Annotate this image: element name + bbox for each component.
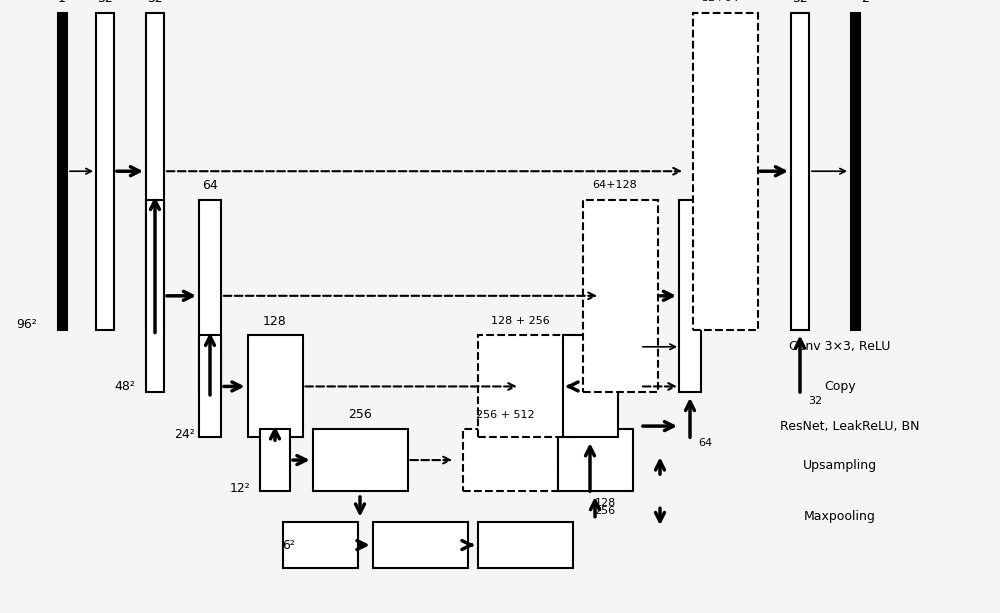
Text: 48²: 48²	[114, 380, 135, 393]
Bar	[679, 200, 701, 392]
Bar	[692, 13, 758, 330]
Text: 32: 32	[147, 0, 163, 5]
Bar	[260, 429, 290, 491]
Bar	[478, 522, 572, 568]
Bar	[96, 13, 114, 330]
Bar	[562, 335, 618, 438]
Bar	[58, 13, 66, 330]
Text: 32: 32	[808, 395, 822, 406]
Text: 128: 128	[594, 498, 616, 508]
Text: ResNet, LeakReLU, BN: ResNet, LeakReLU, BN	[780, 419, 920, 433]
Text: 64: 64	[698, 438, 712, 448]
Text: 24²: 24²	[174, 428, 195, 441]
Text: 128 + 256: 128 + 256	[491, 316, 549, 326]
Text: 32+64: 32+64	[701, 0, 739, 4]
Text: 256 + 512: 256 + 512	[476, 409, 534, 420]
Bar	[791, 13, 809, 330]
Bar	[850, 13, 860, 330]
Text: 12²: 12²	[229, 482, 250, 495]
Bar	[199, 200, 221, 392]
Text: 32: 32	[792, 0, 808, 5]
Text: 256: 256	[594, 506, 616, 516]
Text: 96²: 96²	[16, 318, 37, 330]
Bar	[312, 429, 408, 491]
Bar	[582, 200, 658, 392]
Text: Conv 3×3, ReLU: Conv 3×3, ReLU	[789, 340, 891, 353]
Bar	[248, 335, 303, 438]
Bar	[146, 200, 164, 392]
Bar	[462, 429, 558, 491]
Text: 32: 32	[97, 0, 113, 5]
Text: 1: 1	[58, 0, 66, 5]
Text: 64: 64	[202, 179, 218, 192]
Text: 128: 128	[263, 315, 287, 328]
Text: 256: 256	[348, 408, 372, 421]
Bar	[478, 335, 572, 438]
Text: Maxpooling: Maxpooling	[804, 510, 876, 524]
Text: 64+128: 64+128	[593, 180, 637, 191]
Text: Copy: Copy	[824, 380, 856, 393]
Bar	[146, 13, 164, 330]
Bar	[283, 522, 358, 568]
Bar	[558, 429, 633, 491]
Bar	[372, 522, 468, 568]
Text: 2: 2	[861, 0, 869, 5]
Bar	[199, 335, 221, 438]
Text: Upsampling: Upsampling	[803, 459, 877, 472]
Text: 6²: 6²	[282, 539, 295, 552]
